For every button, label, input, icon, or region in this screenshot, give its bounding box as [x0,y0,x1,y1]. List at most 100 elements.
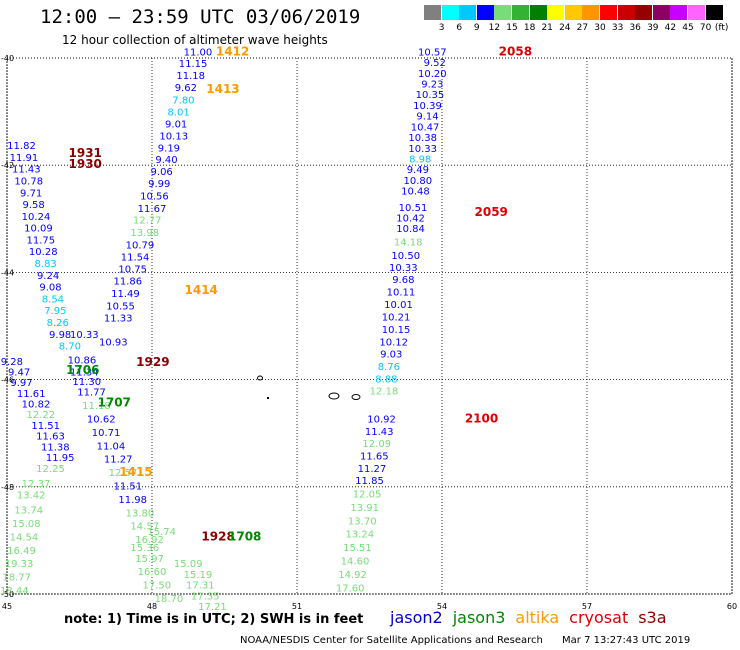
wave-height-value: 10.93 [99,337,128,348]
wave-height-value: 9.08 [39,283,61,294]
pass-time-label: 1931 [69,146,102,160]
legend-cryosat: cryosat [569,608,629,627]
wave-height-value: 9.52 [424,58,446,69]
wave-height-value: 10.48 [401,187,430,198]
wave-height-value: 11.18 [82,401,111,412]
wave-height-value: 10.47 [411,122,440,133]
wave-height-value: 14.92 [338,570,367,581]
wave-height-value: 11.27 [358,464,387,475]
legend-jason2: jason2 [390,608,443,627]
wave-height-value: 11.65 [360,451,389,462]
wave-height-value: 10.80 [404,176,433,187]
colorbar-label: 15 [506,23,518,33]
wave-height-value: 11.27 [104,455,133,466]
colorbar-label: 21 [541,23,553,33]
wave-height-value: 10.24 [22,212,51,223]
wave-height-value: 13.24 [346,530,375,541]
colorbar-swatch [441,5,459,20]
wave-height-value: 10.82 [22,399,51,410]
wave-height-value: 12.05 [353,490,382,501]
footer-timestamp: Mar 7 13:27:43 UTC 2019 [562,635,691,646]
pass-time-label: 2058 [499,44,532,58]
wave-height-value: 13.74 [14,506,43,517]
colorbar-swatch [617,5,635,20]
wave-height-value: 10.21 [382,313,411,324]
pass-time-label: 1708 [228,529,261,543]
wave-height-value: 12.37 [22,479,51,490]
wave-height-value: 11.43 [365,427,394,438]
wave-height-value: 10.20 [418,69,447,80]
wave-height-value: 16.92 [135,535,164,546]
colorbar-swatch [459,5,477,20]
colorbar-label: 42 [664,23,677,33]
island-dot [267,397,269,399]
y-tick-label: -44 [1,268,14,277]
wave-height-value: 9.47 [8,367,30,378]
wave-height-value: 13.42 [17,491,46,502]
colorbar-swatch [635,5,653,20]
wave-height-value: 9.68 [392,275,414,286]
pass-time-label: 1706 [66,363,99,377]
wave-height-value: 16.60 [138,567,167,578]
wave-height-value: 11.77 [77,388,106,399]
wave-height-value: 13.91 [350,503,379,514]
colorbar-label: 6 [456,23,463,33]
wave-height-value: 17.60 [336,583,365,594]
colorbar-swatch [564,5,582,20]
island-east [328,392,340,400]
wave-height-value: 10.71 [92,428,121,439]
colorbar-label: 70 [699,23,712,33]
wave-height-value: 9.06 [151,167,173,178]
wave-height-value: 14.54 [10,532,39,543]
colorbar-label: 18 [523,23,536,33]
y-tick-label: -48 [1,483,14,492]
pass-time-label: 1930 [69,157,102,171]
x-tick-label: 57 [582,602,592,611]
wave-height-observations: 11.0011.1511.189.627.808.019.0110.139.19… [0,47,447,613]
footer: NOAA/NESDIS Center for Satellite Applica… [240,635,706,646]
wave-height-value: 9.01 [165,120,187,131]
wave-height-value: 17.50 [143,581,172,592]
wave-height-value: 9.62 [175,83,197,94]
wave-height-value: 8.76 [378,362,400,373]
map-subtitle: 12 hour collection of altimeter wave hei… [62,33,328,47]
wave-height-value: 9.97 [10,378,32,389]
wave-height-value: 10.75 [118,264,147,275]
y-tick-label: -40 [1,54,14,63]
wave-height-value: 10.62 [87,414,116,425]
wave-height-value: 18.77 [2,573,31,584]
wave-height-value: 10.12 [379,337,408,348]
wave-height-value: 12.18 [370,387,399,398]
wave-height-value: 11.30 [72,377,101,388]
wave-height-value: 16.49 [7,546,36,557]
wave-height-value: 18.70 [155,594,184,605]
wave-height-value: 11.67 [138,204,167,215]
wave-height-value: 9.28 [1,357,23,368]
wave-height-value: 13.98 [130,228,159,239]
wave-height-value: 11.82 [7,141,36,152]
wave-height-value: 10.92 [367,414,396,425]
wave-height-value: 12.25 [36,464,65,475]
wave-height-value: 9.23 [421,79,443,90]
wave-height-value: 11.95 [46,453,75,464]
pass-time-label: 1928 [201,529,234,543]
wave-height-value: 9.40 [155,155,177,166]
wave-height-value: 10.09 [24,224,53,235]
wave-height-value: 9.14 [416,112,438,123]
wave-height-value: 10.84 [396,224,425,235]
wave-height-value: 15.08 [12,519,41,530]
wave-height-value: 15.36 [130,543,159,554]
wave-height-value: 10.15 [382,325,411,336]
wave-height-value: 9.58 [22,200,44,211]
x-tick-label: 48 [147,602,157,611]
x-tick-label: 60 [727,602,737,611]
wave-height-value: 8.54 [42,294,64,305]
wave-height-value: 10.79 [126,240,155,251]
wave-height-value: 11.33 [104,314,133,325]
legend-altika: altika [515,608,560,627]
y-tick-label: -42 [1,161,14,170]
wave-height-value: 11.54 [121,253,150,264]
wave-height-value: 11.34 [70,367,99,378]
wave-height-value: 13.70 [348,516,377,527]
